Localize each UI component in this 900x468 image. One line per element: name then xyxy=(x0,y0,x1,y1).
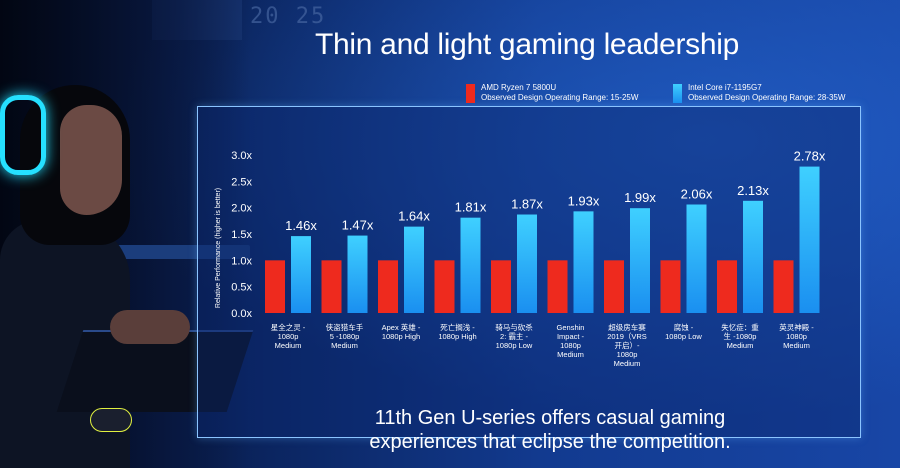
data-label-intel: 1.64x xyxy=(398,209,430,224)
photo-hand xyxy=(110,310,190,344)
bar-amd xyxy=(265,260,285,313)
bar-intel xyxy=(630,208,650,313)
data-label-intel: 1.81x xyxy=(455,200,487,215)
page-title: Thin and light gaming leadership xyxy=(314,28,739,61)
headset-icon xyxy=(0,95,46,175)
bar-amd xyxy=(321,260,342,313)
x-tick-label: 星全之灵 -1080p Medium xyxy=(270,323,306,350)
bar-amd xyxy=(604,260,624,313)
bar-intel xyxy=(347,235,368,313)
x-tick-label: 超级房车赛 2019（VRS 开启）- 1080p Medium xyxy=(607,323,647,368)
x-tick-label: 英灵神殿 -1080p Medium xyxy=(779,323,814,350)
data-label-intel: 1.93x xyxy=(568,193,600,208)
x-tick-label: 失忆症：重生 -1080p Medium xyxy=(721,323,759,350)
x-tick-label: 侠盗猎车手 5 -1080p Medium xyxy=(325,323,364,350)
data-label-intel: 2.78x xyxy=(794,149,826,164)
y-tick-label: 0.0x xyxy=(231,308,252,320)
data-label-intel: 1.47x xyxy=(342,218,374,233)
data-label-intel: 1.87x xyxy=(511,197,543,212)
y-tick-label: 3.0x xyxy=(231,150,252,162)
legend-range-amd: Observed Design Operating Range: 15-25W xyxy=(481,93,639,102)
x-tick-label: 腐蚀 -1080p Low xyxy=(665,323,702,341)
bar-amd xyxy=(491,260,511,313)
bar-intel xyxy=(460,217,481,313)
legend-swatch-amd xyxy=(466,84,475,103)
photo-face xyxy=(60,105,122,215)
bar-amd xyxy=(434,260,455,313)
data-label-intel: 2.06x xyxy=(681,187,713,202)
bar-intel xyxy=(686,204,707,313)
bar-amd xyxy=(717,260,737,313)
legend-range-intel: Observed Design Operating Range: 28-35W xyxy=(688,93,846,102)
data-label-intel: 1.99x xyxy=(624,190,656,205)
legend-label-intel: Intel Core i7-1195G7 xyxy=(688,83,762,92)
bar-intel xyxy=(799,166,820,313)
data-label-intel: 2.13x xyxy=(737,183,769,198)
bar-amd xyxy=(660,260,681,313)
footer-line-2: experiences that eclipse the competition… xyxy=(369,431,731,453)
bar-amd xyxy=(773,260,794,313)
x-tick-label: 死亡搁浅 -1080p High xyxy=(438,323,477,341)
bar-intel xyxy=(517,214,537,313)
data-label-intel: 1.46x xyxy=(285,218,317,233)
legend-label-amd: AMD Ryzen 7 5800U xyxy=(481,83,557,92)
y-tick-label: 0.5x xyxy=(231,282,252,294)
legend-swatch-intel xyxy=(673,84,682,103)
y-tick-label: 1.0x xyxy=(231,255,252,267)
x-tick-label: 骑马与砍杀 2: 霸主 -1080p Low xyxy=(495,323,533,350)
y-axis-label: Relative Performance (higher is better) xyxy=(215,188,222,308)
mouse-icon xyxy=(90,408,132,432)
x-tick-label: Apex 英雄 -1080p High xyxy=(381,323,421,341)
bar-amd xyxy=(378,260,398,313)
bar-intel xyxy=(573,211,594,313)
bar-amd xyxy=(547,260,568,313)
footer-text: 11th Gen U-series offers casual gaming e… xyxy=(300,406,800,454)
y-tick-label: 2.0x xyxy=(231,203,252,215)
footer-line-1: 11th Gen U-series offers casual gaming xyxy=(374,407,726,429)
background-clock: 20 25 xyxy=(250,4,327,29)
gamer-photo xyxy=(0,0,254,468)
photo-shelf xyxy=(110,245,250,259)
y-tick-label: 2.5x xyxy=(231,176,252,188)
bar-intel xyxy=(404,226,424,313)
bar-intel xyxy=(743,200,763,313)
bar-intel xyxy=(291,236,311,313)
x-tick-label: Genshin Impact -1080p Medium xyxy=(556,323,585,359)
y-tick-label: 1.5x xyxy=(231,229,252,241)
